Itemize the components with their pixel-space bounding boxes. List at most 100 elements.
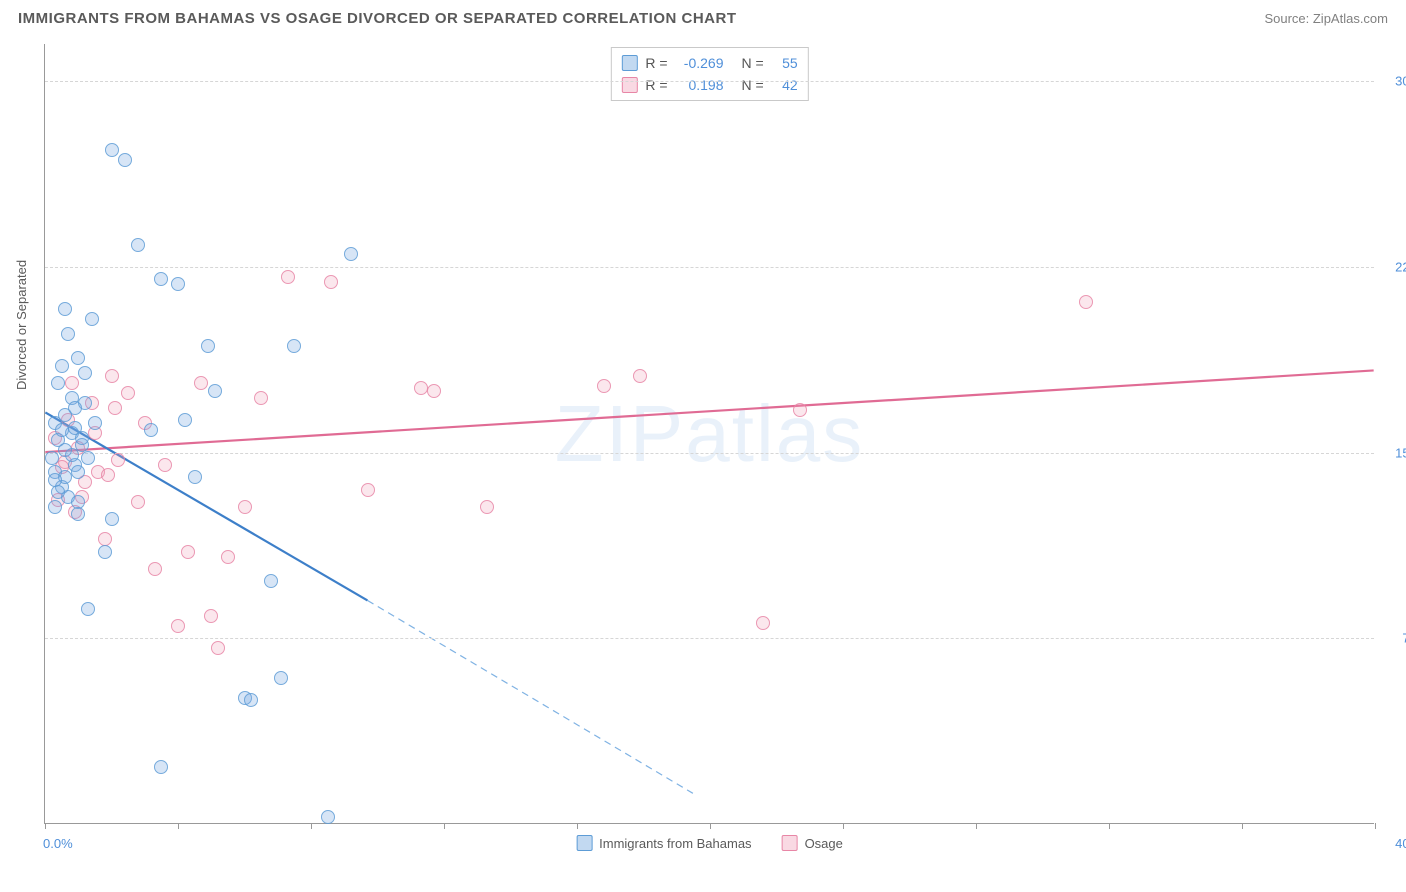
pink-point [221,550,235,564]
y-tick-label: 30.0% [1382,74,1406,89]
y-tick-label: 22.5% [1382,259,1406,274]
pink-point [65,376,79,390]
pink-point [597,379,611,393]
pink-point [281,270,295,284]
blue-point [71,507,85,521]
pink-point [101,468,115,482]
pink-point [633,369,647,383]
pink-point [181,545,195,559]
pink-point [171,619,185,633]
x-tick [1242,823,1243,829]
r-value: 0.198 [676,74,724,96]
source-label: Source: ZipAtlas.com [1264,11,1388,26]
pink-point [105,369,119,383]
blue-point [154,272,168,286]
trend-lines [45,44,1374,823]
blue-point [55,359,69,373]
blue-point [98,545,112,559]
blue-point [58,302,72,316]
blue-point [287,339,301,353]
x-tick [843,823,844,829]
x-tick [444,823,445,829]
chart-title: IMMIGRANTS FROM BAHAMAS VS OSAGE DIVORCE… [18,10,737,27]
pink-point [427,384,441,398]
pink-point [211,641,225,655]
watermark-text: ZIPatlas [555,388,864,480]
blue-point [51,485,65,499]
r-value: -0.269 [676,52,724,74]
pink-point [111,453,125,467]
y-tick-label: 7.5% [1382,631,1406,646]
gridline [45,453,1374,454]
gridline [45,638,1374,639]
x-axis-max-label: 40.0% [1395,836,1406,851]
n-label: N = [742,52,764,74]
x-tick [710,823,711,829]
blue-point [344,247,358,261]
n-value: 42 [772,74,798,96]
x-tick [45,823,46,829]
y-axis-title: Divorced or Separated [14,260,29,390]
gridline [45,267,1374,268]
r-label: R = [645,52,667,74]
legend-item: Osage [782,835,843,851]
blue-point [81,451,95,465]
chart-plot-area: ZIPatlas R =-0.269N =55R =0.198N =42 0.0… [44,44,1374,824]
pink-point [158,458,172,472]
blue-point [264,574,278,588]
blue-point [131,238,145,252]
x-tick [1375,823,1376,829]
x-tick [577,823,578,829]
blue-point [274,671,288,685]
pink-point [361,483,375,497]
blue-point [178,413,192,427]
legend-label: Immigrants from Bahamas [599,836,751,851]
legend-item: Immigrants from Bahamas [576,835,751,851]
blue-point [88,416,102,430]
blue-point [118,153,132,167]
x-tick [1109,823,1110,829]
blue-point [71,465,85,479]
pink-point [194,376,208,390]
pink-point [793,403,807,417]
blue-swatch-icon [621,55,637,71]
n-value: 55 [772,52,798,74]
pink-point [121,386,135,400]
pink-swatch-icon [782,835,798,851]
pink-point [756,616,770,630]
pink-point [108,401,122,415]
r-label: R = [645,74,667,96]
pink-swatch-icon [621,77,637,93]
blue-point [171,277,185,291]
blue-swatch-icon [576,835,592,851]
blue-point [244,693,258,707]
blue-point [105,512,119,526]
blue-point [61,327,75,341]
blue-point [58,443,72,457]
blue-point [48,500,62,514]
pink-point [414,381,428,395]
blue-point [55,423,69,437]
blue-point [144,423,158,437]
blue-point [78,366,92,380]
n-label: N = [742,74,764,96]
blue-point [45,451,59,465]
blue-point [105,143,119,157]
pink-point [131,495,145,509]
legend: Immigrants from Bahamas Osage [576,835,843,851]
blue-point [71,351,85,365]
x-tick [311,823,312,829]
blue-point [321,810,335,824]
stats-row: R = -0.269 N = 55 [621,52,797,74]
pink-point [148,562,162,576]
pink-point [254,391,268,405]
y-tick-label: 15.0% [1382,445,1406,460]
x-tick [178,823,179,829]
blue-point [48,473,62,487]
pink-point [204,609,218,623]
blue-point [68,401,82,415]
pink-point [238,500,252,514]
pink-point [324,275,338,289]
legend-label: Osage [805,836,843,851]
blue-point [154,760,168,774]
